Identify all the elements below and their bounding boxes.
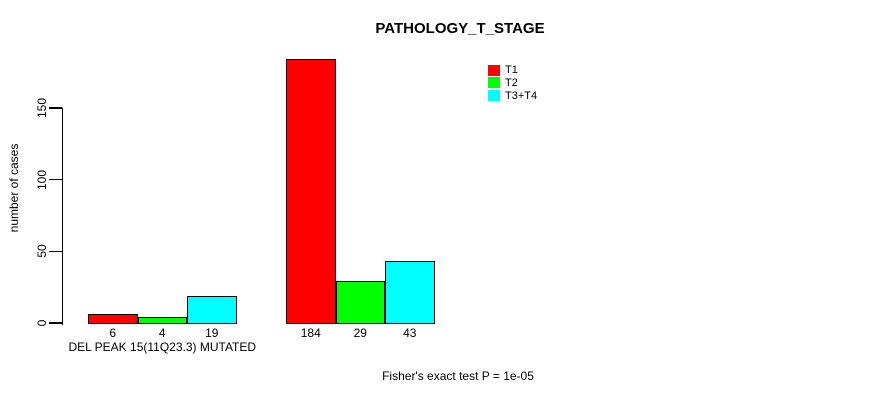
legend-label-t2: T2 <box>505 76 518 89</box>
legend-swatch-t2 <box>488 77 500 89</box>
y-axis-tick-label: 100 <box>35 169 49 190</box>
y-axis-tick <box>48 322 62 324</box>
bar-value-label: 43 <box>403 326 417 340</box>
legend-entry-t3-t4: T3+T4 <box>488 90 537 102</box>
y-axis-line <box>61 108 63 325</box>
legend-label-t1: T1 <box>505 64 518 76</box>
y-axis-tick <box>48 178 62 181</box>
bar-t2-group2 <box>335 281 385 325</box>
y-axis-tick-label: 0 <box>35 319 49 327</box>
legend-entry-t2: T2 <box>488 77 518 89</box>
y-axis-label: number of cases <box>7 143 21 233</box>
chart-title: PATHOLOGY_T_STAGE <box>375 20 545 37</box>
legend-swatch-t3-t4 <box>488 90 500 102</box>
bar-t1-group1 <box>88 314 138 325</box>
bar-value-label: 4 <box>158 326 166 340</box>
legend-label-t3-t4: T3+T4 <box>505 89 538 102</box>
bar-t1-group2 <box>286 59 336 325</box>
y-axis-tick <box>48 250 62 253</box>
bar-t2-group1 <box>137 317 187 325</box>
bar-value-label: 29 <box>353 326 367 340</box>
bar-value-label: 184 <box>300 326 321 340</box>
x-group-label: DEL PEAK 15(11Q23.3) MUTATED <box>68 340 257 354</box>
legend-swatch-t1 <box>488 64 500 76</box>
y-axis-tick <box>48 107 62 109</box>
bar-t3-t4-group1 <box>187 295 237 325</box>
y-axis-tick-label: 50 <box>35 244 49 259</box>
legend-entry-t1: T1 <box>488 64 518 76</box>
bar-t3-t4-group2 <box>385 261 435 325</box>
bar-value-label: 19 <box>205 326 219 340</box>
bar-value-label: 6 <box>109 326 117 340</box>
fisher-test-annotation: Fisher's exact test P = 1e-05 <box>382 369 534 383</box>
y-axis-tick-label: 150 <box>35 97 49 119</box>
